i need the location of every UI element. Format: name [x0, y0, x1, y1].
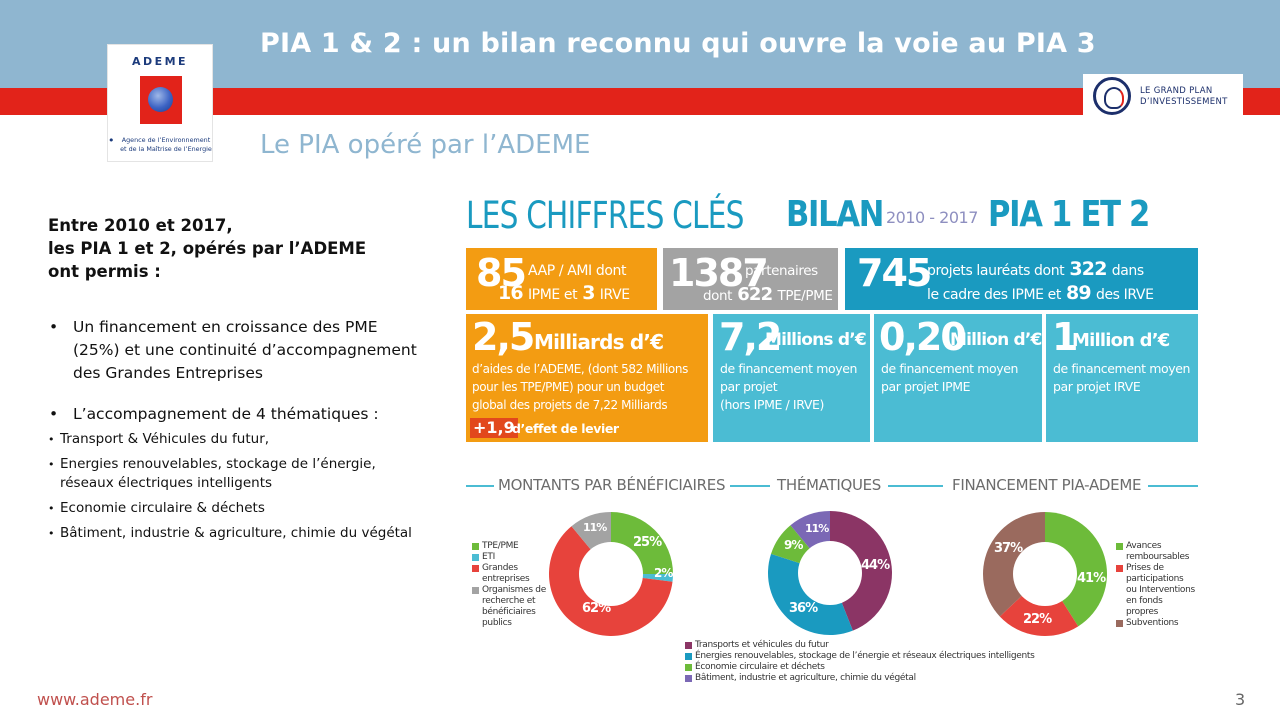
ademe-logo-name: ADEME	[131, 55, 189, 68]
donut-chart-thematiques	[768, 511, 892, 635]
slide-subtitle: Le PIA opéré par l’ADEME	[260, 130, 591, 160]
header-red-stripe	[0, 88, 1280, 115]
tile-ipme-funding: 0,20 Million d’€ de financement moyen pa…	[874, 314, 1042, 442]
divider-line	[466, 485, 494, 487]
section-thematiques: THÉMATIQUES	[777, 476, 882, 494]
donut-slice	[983, 512, 1045, 617]
tile-irve-funding: 1 Million d’€ de financement moyen par p…	[1046, 314, 1198, 442]
investir-avenir-seal-icon	[1093, 77, 1131, 115]
sub-bullet-item: Bâtiment, industrie & agriculture, chimi…	[48, 524, 428, 543]
tile-aap-count: 85 AAP / AMI dont 16 IPME et 3 IRVE	[466, 248, 657, 310]
legend-item: Transports et véhicules du futur	[685, 640, 1035, 651]
bullet-item: Un financement en croissance des PME (25…	[48, 316, 428, 385]
header-band	[0, 0, 1280, 88]
sub-bullet-item: Transport & Véhicules du futur,	[48, 430, 428, 449]
section-financement: FINANCEMENT PIA-ADEME	[952, 476, 1142, 494]
tile-projects: 745 projets lauréats dont 322 dans le ca…	[845, 248, 1198, 310]
legend-item: Organismes de recherche et bénéficiaires…	[472, 585, 552, 629]
sub-bullet-item: Economie circulaire & déchets	[48, 499, 428, 518]
divider-line	[730, 485, 770, 487]
ademe-logo-subtitle: Agence de l’Environnement et de la Maîtr…	[108, 136, 212, 154]
legend-thematiques: Transports et véhicules du futur Énergie…	[685, 640, 1035, 684]
tile-aid-amount: 2,5 Milliards d’€ d’aides de l’ADEME, (d…	[466, 314, 708, 442]
donut-chart-financement	[983, 512, 1107, 636]
ademe-logo: ADEME Agence de l’Environnement et de la…	[107, 44, 213, 162]
legend-item: Énergies renouvelables, stockage de l’én…	[685, 651, 1035, 662]
globe-icon	[148, 87, 173, 112]
grand-plan-logo-text: LE GRAND PLAN D’INVESTISSEMENT	[1140, 86, 1228, 107]
legend-beneficiaires: TPE/PME ETI Grandes entreprises Organism…	[472, 541, 552, 629]
ademe-logo-square	[140, 76, 182, 124]
legend-item: Grandes entreprises	[472, 563, 552, 585]
tile-avg-funding: 7,2 Millions d’€ de financement moyen pa…	[713, 314, 870, 442]
donut-chart-beneficiaires	[549, 512, 673, 636]
page-number: 3	[1235, 690, 1246, 709]
legend-item: TPE/PME	[472, 541, 552, 552]
intro-text: Entre 2010 et 2017, les PIA 1 et 2, opér…	[48, 216, 367, 281]
legend-item: Économie circulaire et déchets	[685, 662, 1035, 673]
divider-line	[1148, 485, 1198, 487]
legend-item: ETI	[472, 552, 552, 563]
bullet-list: Un financement en croissance des PME (25…	[48, 316, 428, 549]
leverage-badge: +1,9	[470, 418, 518, 438]
legend-item: Subventions	[1116, 618, 1196, 629]
footer-website-link[interactable]: www.ademe.fr	[37, 690, 153, 709]
tile-partners: 1387 partenaires dont 622 TPE/PME	[663, 248, 838, 310]
legend-item: Avances remboursables	[1116, 541, 1196, 563]
bullet-item: L’accompagnement de 4 thématiques :	[48, 403, 428, 426]
sub-bullet-item: Energies renouvelables, stockage de l’én…	[48, 455, 428, 493]
legend-item: Bâtiment, industrie et agriculture, chim…	[685, 673, 1035, 684]
legend-item: Prises de participations ou Intervention…	[1116, 563, 1196, 618]
sub-bullet-list: Transport & Véhicules du futur, Energies…	[48, 430, 428, 543]
section-beneficiaires: MONTANTS PAR BÉNÉFICIAIRES	[498, 476, 726, 494]
grand-plan-logo: LE GRAND PLAN D’INVESTISSEMENT	[1083, 74, 1243, 117]
divider-line	[888, 485, 943, 487]
legend-financement: Avances remboursables Prises de particip…	[1116, 541, 1196, 629]
slide-title: PIA 1 & 2 : un bilan reconnu qui ouvre l…	[260, 28, 1096, 59]
